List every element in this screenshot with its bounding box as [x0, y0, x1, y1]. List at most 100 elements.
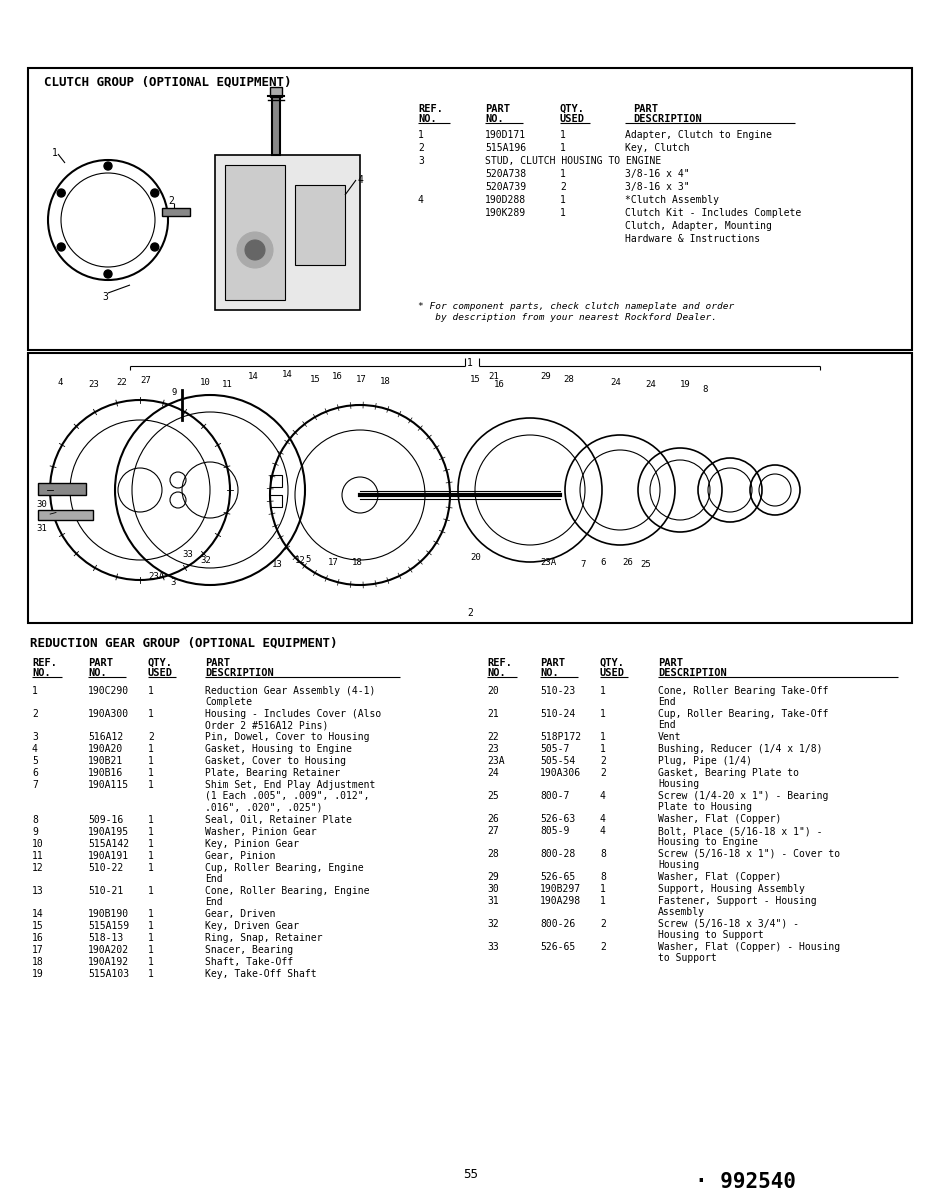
- Text: 27: 27: [487, 826, 498, 836]
- Text: Snacer, Bearing: Snacer, Bearing: [205, 944, 293, 955]
- Text: 190K289: 190K289: [485, 208, 527, 219]
- Circle shape: [57, 189, 65, 197]
- Text: (1 Each .005", .009", .012",: (1 Each .005", .009", .012",: [205, 790, 369, 801]
- Bar: [225, 165, 285, 300]
- Text: Seal, Oil, Retainer Plate: Seal, Oil, Retainer Plate: [205, 816, 352, 825]
- Bar: [215, 155, 360, 310]
- Text: Vent: Vent: [658, 732, 681, 741]
- Text: Reduction Gear Assembly (4-1): Reduction Gear Assembly (4-1): [205, 687, 375, 696]
- Text: PART: PART: [658, 658, 683, 667]
- Text: 520A739: 520A739: [485, 181, 527, 192]
- Text: 4: 4: [600, 790, 606, 801]
- Text: Pin, Dowel, Cover to Housing: Pin, Dowel, Cover to Housing: [205, 732, 369, 741]
- Text: 17: 17: [32, 944, 43, 955]
- Text: 3/8-16 x 4": 3/8-16 x 4": [625, 170, 690, 179]
- Text: 55: 55: [463, 1168, 479, 1181]
- Text: 18: 18: [352, 558, 363, 567]
- Text: Housing to Engine: Housing to Engine: [658, 837, 758, 847]
- Text: Cone, Roller Bearing, Engine: Cone, Roller Bearing, Engine: [205, 886, 369, 896]
- Text: 15: 15: [470, 375, 480, 384]
- Text: Housing to Support: Housing to Support: [658, 930, 764, 940]
- Text: Plate, Bearing Retainer: Plate, Bearing Retainer: [205, 768, 340, 778]
- Text: DESCRIPTION: DESCRIPTION: [633, 113, 702, 124]
- Text: 1: 1: [148, 933, 154, 943]
- Text: 1: 1: [600, 744, 606, 753]
- Circle shape: [245, 240, 265, 260]
- Text: 1: 1: [148, 851, 154, 861]
- Text: 2: 2: [467, 608, 473, 618]
- Text: 1: 1: [560, 130, 566, 140]
- Text: 1: 1: [148, 958, 154, 967]
- Text: 29: 29: [540, 373, 551, 381]
- Text: 23A: 23A: [487, 756, 505, 767]
- Text: 9: 9: [32, 827, 38, 837]
- Text: 1: 1: [148, 921, 154, 931]
- Text: 1: 1: [148, 768, 154, 778]
- Text: 800-7: 800-7: [540, 790, 569, 801]
- Text: STUD, CLUTCH HOUSING TO ENGINE: STUD, CLUTCH HOUSING TO ENGINE: [485, 156, 661, 166]
- Text: 1: 1: [148, 970, 154, 979]
- Text: 17: 17: [328, 558, 339, 567]
- Text: 190B16: 190B16: [88, 768, 123, 778]
- Text: Clutch, Adapter, Mounting: Clutch, Adapter, Mounting: [625, 221, 771, 230]
- Bar: [270, 87, 282, 97]
- Text: 526-65: 526-65: [540, 872, 576, 882]
- Text: 800-28: 800-28: [540, 849, 576, 858]
- Text: NO.: NO.: [32, 667, 51, 678]
- Text: 26: 26: [622, 558, 633, 567]
- Text: 8: 8: [600, 849, 606, 858]
- Text: 15: 15: [310, 375, 320, 384]
- Text: 1: 1: [148, 780, 154, 790]
- Text: 8: 8: [600, 872, 606, 882]
- Text: 9: 9: [172, 388, 177, 396]
- Text: 4: 4: [418, 195, 424, 205]
- Text: 11: 11: [222, 380, 233, 389]
- Text: 3: 3: [102, 293, 108, 302]
- Text: 1: 1: [600, 687, 606, 696]
- Text: 20: 20: [470, 553, 480, 562]
- Text: 2: 2: [560, 181, 566, 192]
- Text: REDUCTION GEAR GROUP (OPTIONAL EQUIPMENT): REDUCTION GEAR GROUP (OPTIONAL EQUIPMENT…: [30, 636, 337, 650]
- Text: DESCRIPTION: DESCRIPTION: [658, 667, 726, 678]
- Text: 1: 1: [600, 884, 606, 894]
- Text: 6: 6: [32, 768, 38, 778]
- Text: 24: 24: [610, 378, 621, 387]
- Text: 29: 29: [487, 872, 498, 882]
- Text: PART: PART: [633, 104, 658, 113]
- Text: NO.: NO.: [485, 113, 504, 124]
- Text: 30: 30: [36, 500, 47, 509]
- Text: Complete: Complete: [205, 697, 252, 707]
- Text: 509-16: 509-16: [88, 816, 123, 825]
- Bar: [162, 208, 190, 216]
- Text: 21: 21: [487, 709, 498, 719]
- Text: Support, Housing Assembly: Support, Housing Assembly: [658, 884, 804, 894]
- Text: 16: 16: [32, 933, 43, 943]
- Text: End: End: [658, 720, 675, 730]
- Text: Screw (5/16-18 x 3/4") -: Screw (5/16-18 x 3/4") -: [658, 919, 799, 929]
- Text: 7: 7: [32, 780, 38, 790]
- Text: 190A191: 190A191: [88, 851, 129, 861]
- Text: QTY.: QTY.: [600, 658, 625, 667]
- Bar: [38, 484, 86, 496]
- Text: QTY.: QTY.: [560, 104, 585, 113]
- Text: 190D288: 190D288: [485, 195, 527, 205]
- Text: 515A142: 515A142: [88, 839, 129, 849]
- Text: Plug, Pipe (1/4): Plug, Pipe (1/4): [658, 756, 752, 767]
- Text: CLUTCH GROUP (OPTIONAL EQUIPMENT): CLUTCH GROUP (OPTIONAL EQUIPMENT): [44, 75, 291, 88]
- Text: 1: 1: [418, 130, 424, 140]
- Text: 28: 28: [487, 849, 498, 858]
- Text: Cone, Roller Bearing Take-Off: Cone, Roller Bearing Take-Off: [658, 687, 828, 696]
- Text: 3: 3: [32, 732, 38, 741]
- Text: 2: 2: [418, 143, 424, 153]
- Text: Key, Take-Off Shaft: Key, Take-Off Shaft: [205, 970, 317, 979]
- Text: 4: 4: [358, 176, 364, 185]
- Text: Assembly: Assembly: [658, 907, 705, 917]
- Text: 800-26: 800-26: [540, 919, 576, 929]
- Text: 505-7: 505-7: [540, 744, 569, 753]
- Text: 32: 32: [487, 919, 498, 929]
- Bar: [295, 185, 345, 265]
- Text: 22: 22: [116, 378, 127, 387]
- Text: 4: 4: [600, 826, 606, 836]
- Text: .016", .020", .025"): .016", .020", .025"): [205, 804, 322, 813]
- Text: 1: 1: [148, 744, 154, 753]
